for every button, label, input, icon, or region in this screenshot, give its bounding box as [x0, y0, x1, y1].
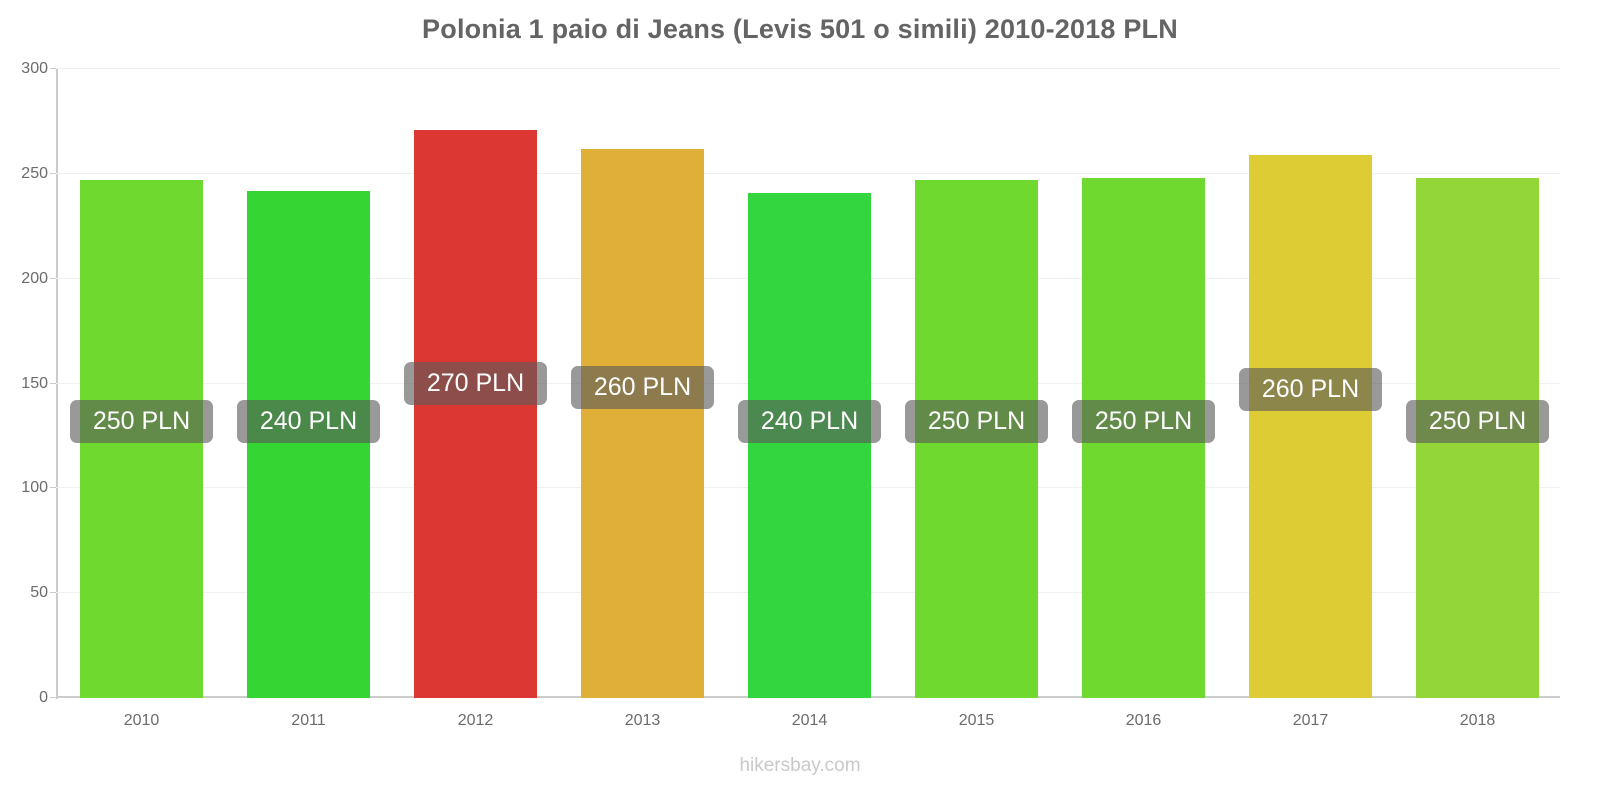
- y-tick-label-50: 50: [30, 584, 48, 602]
- bar-value-label-text: 270 PLN: [426, 369, 525, 397]
- x-tick-label-2013: 2013: [624, 712, 661, 729]
- x-tick-label-2017: 2017: [1292, 712, 1329, 729]
- y-axis-line: [56, 69, 58, 699]
- y-tick-mark-0: [50, 697, 56, 698]
- y-tick-mark-300: [50, 68, 56, 69]
- x-tick-label-2018: 2018: [1459, 712, 1496, 729]
- gridline-300: [56, 68, 1560, 69]
- bar-value-label-2010: 250 PLN: [70, 399, 213, 443]
- y-tick-mark-250: [50, 172, 56, 174]
- bar-value-label-2013: 260 PLN: [571, 366, 714, 410]
- chart-title: Polonia 1 paio di Jeans (Levis 501 o sim…: [422, 14, 1178, 44]
- bar-2017[interactable]: [1249, 154, 1372, 698]
- bar-value-label-2017: 260 PLN: [1239, 368, 1382, 412]
- bar-value-label-text: 250 PLN: [1428, 406, 1527, 435]
- bar-value-label-2016: 250 PLN: [1072, 399, 1215, 443]
- y-tick-label-150: 150: [21, 374, 48, 392]
- bar-value-label-text: 260 PLN: [1261, 375, 1360, 404]
- y-tick-label-200: 200: [21, 269, 48, 287]
- bar-2012[interactable]: [414, 129, 537, 698]
- x-tick-label-2012: 2012: [457, 712, 494, 729]
- y-tick-label-300: 300: [21, 60, 48, 77]
- x-tick-label-2014: 2014: [791, 712, 828, 729]
- x-tick-label-2016: 2016: [1125, 712, 1162, 729]
- bar-2011[interactable]: [247, 190, 370, 698]
- bar-value-label-text: 260 PLN: [593, 373, 692, 402]
- y-tick-mark-150: [50, 382, 56, 384]
- bar-value-label-text: 250 PLN: [927, 406, 1026, 435]
- bar-value-label-2018: 250 PLN: [1406, 399, 1549, 443]
- y-tick-label-0: 0: [39, 689, 48, 706]
- bar-value-label-2011: 240 PLN: [237, 399, 380, 443]
- bar-value-label-2015: 250 PLN: [905, 399, 1048, 443]
- footer-attribution: hikersbay.com: [739, 755, 861, 776]
- bar-value-label-text: 240 PLN: [259, 406, 358, 435]
- y-tick-mark-50: [50, 592, 56, 594]
- bar-value-label-2014: 240 PLN: [738, 399, 881, 443]
- bar-2013[interactable]: [581, 148, 704, 698]
- y-tick-mark-200: [50, 277, 56, 279]
- bar-2014[interactable]: [748, 192, 871, 698]
- x-tick-label-2011: 2011: [291, 712, 326, 729]
- bar-value-label-text: 240 PLN: [760, 406, 859, 435]
- bar-value-label-text: 250 PLN: [1094, 406, 1193, 435]
- y-tick-label-250: 250: [21, 164, 48, 182]
- bar-value-label-text: 250 PLN: [92, 406, 191, 435]
- gridline-250: [56, 172, 1560, 174]
- y-tick-mark-100: [50, 487, 56, 489]
- x-tick-label-2010: 2010: [123, 712, 160, 729]
- y-tick-label-100: 100: [21, 479, 48, 497]
- plot-area: 250 PLN 240 PLN 270 PLN 260 PLN 240 PLN 250 P…: [50, 68, 1560, 698]
- bar-value-label-2012: 270 PLN: [404, 362, 547, 405]
- x-tick-label-2015: 2015: [958, 712, 995, 729]
